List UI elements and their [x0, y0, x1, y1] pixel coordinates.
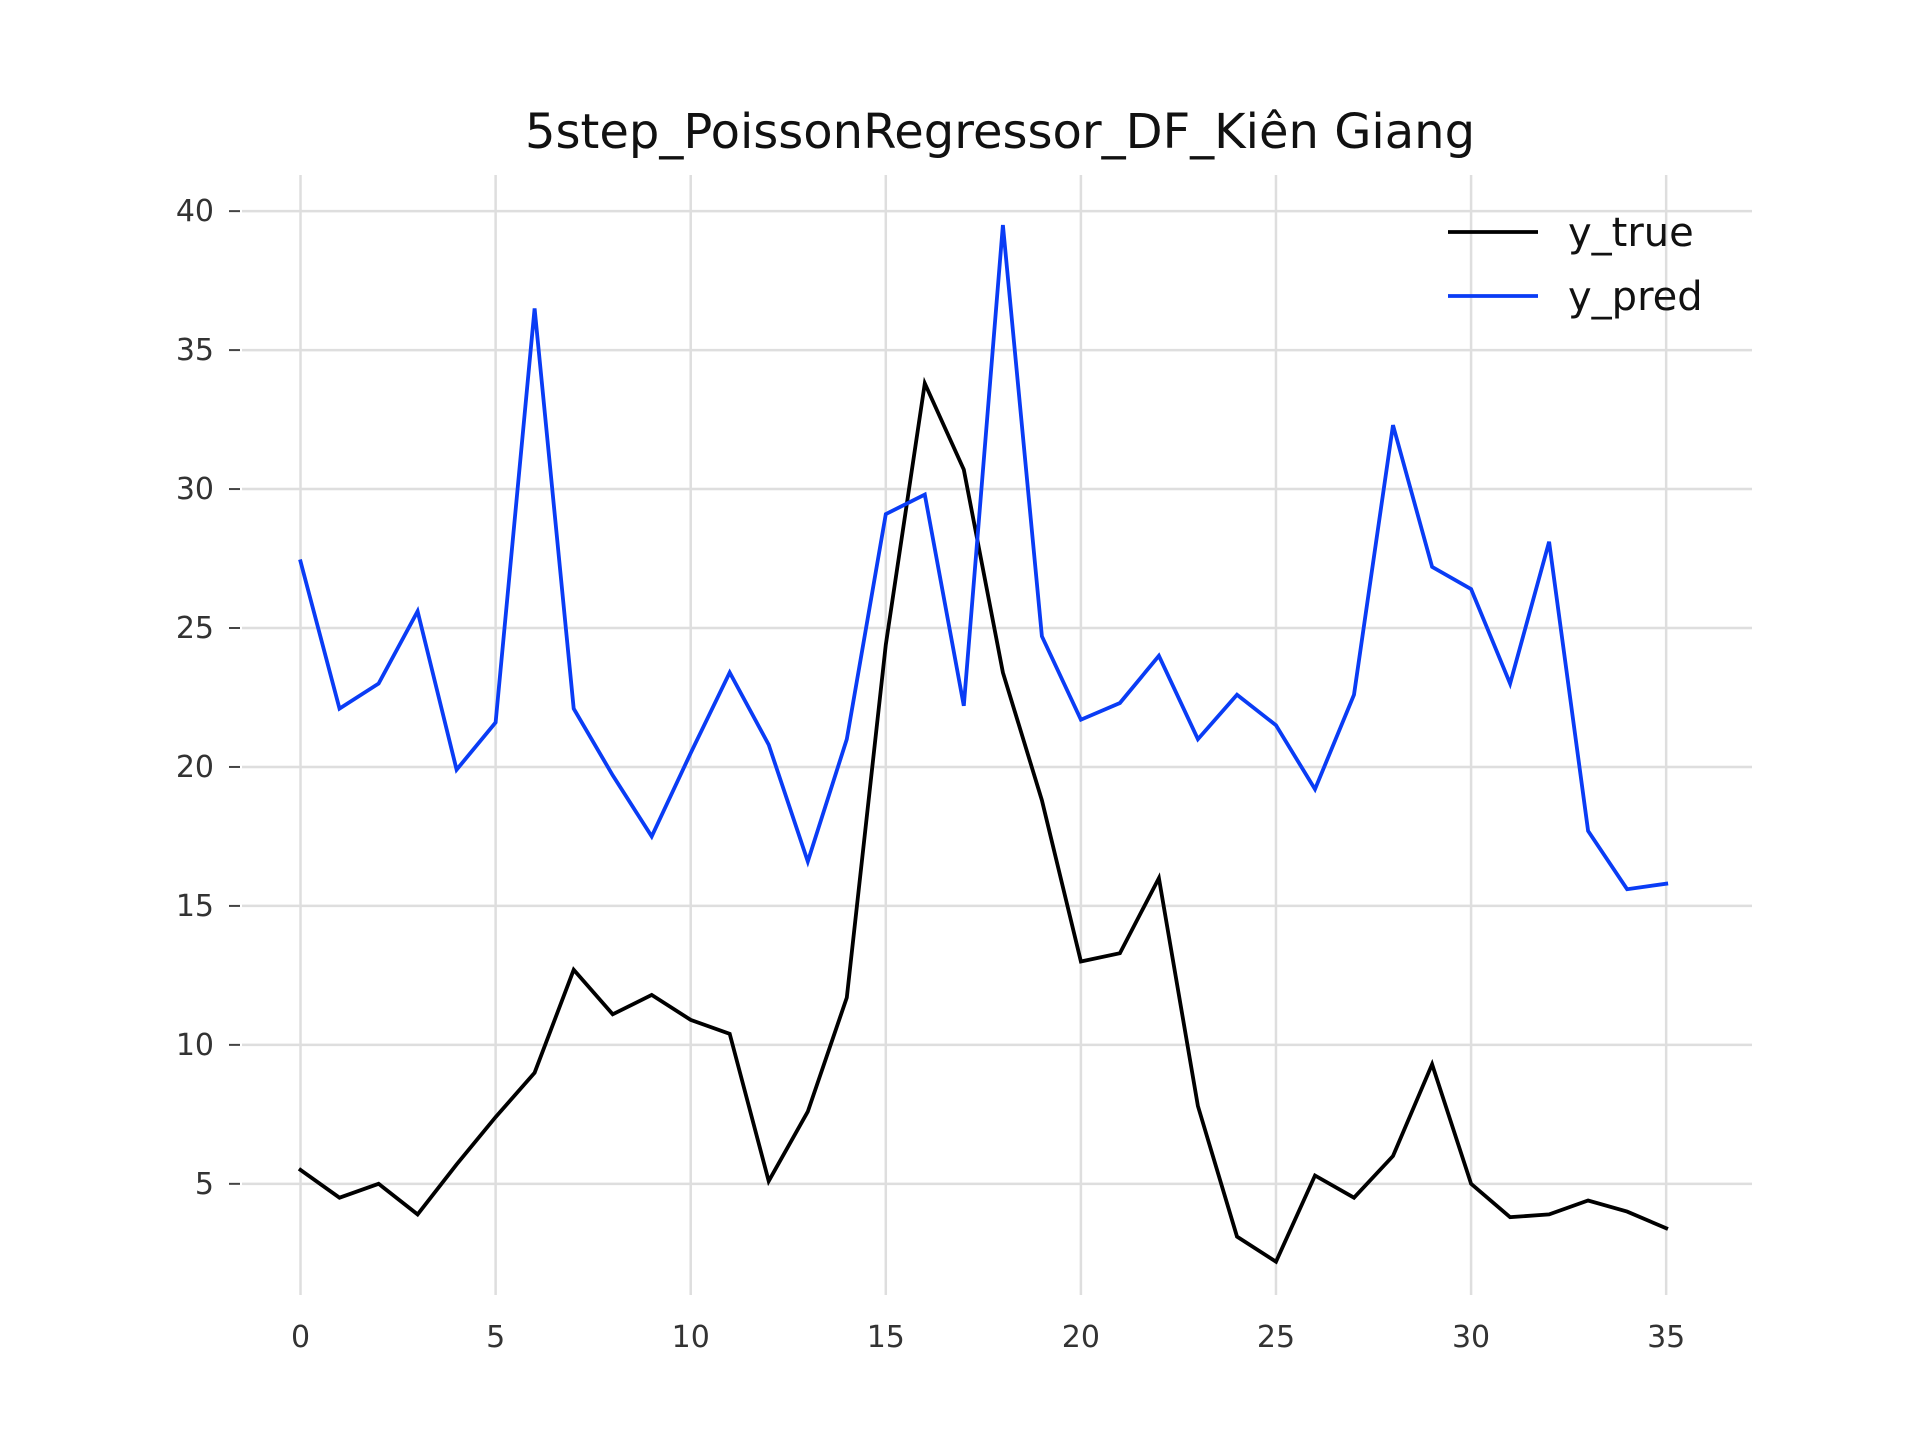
y-tick-label: 30	[176, 472, 214, 507]
x-tick-label: 0	[291, 1320, 310, 1355]
x-tick-label: 25	[1257, 1320, 1295, 1355]
chart-title: 5step_PoissonRegressor_DF_Kiên Giang	[525, 104, 1475, 160]
y-tick-label: 20	[176, 750, 214, 785]
x-tick-label: 10	[672, 1320, 710, 1355]
legend-label: y_true	[1568, 210, 1694, 256]
y-tick-label: 15	[176, 889, 214, 924]
y-tick-label: 5	[195, 1167, 214, 1202]
y-tick-label: 25	[176, 611, 214, 646]
series-lines	[297, 224, 1669, 1265]
x-tick-label: 15	[867, 1320, 905, 1355]
x-tick-label: 30	[1452, 1320, 1490, 1355]
series-line-y-true	[297, 376, 1669, 1265]
y-tick-label: 40	[176, 194, 214, 229]
legend: y_true y_pred	[1448, 210, 1703, 320]
axes: 0 5 10 15 20 25 30 35 5 10 15 20 25 30 35 40	[176, 194, 1685, 1355]
x-tick-label: 35	[1647, 1320, 1685, 1355]
y-tick-label: 35	[176, 333, 214, 368]
x-tick-label: 5	[486, 1320, 505, 1355]
grid	[242, 175, 1752, 1295]
y-tick-label: 10	[176, 1028, 214, 1063]
x-tick-label: 20	[1062, 1320, 1100, 1355]
series-line-y-pred	[298, 224, 1669, 892]
legend-label: y_pred	[1568, 274, 1703, 320]
